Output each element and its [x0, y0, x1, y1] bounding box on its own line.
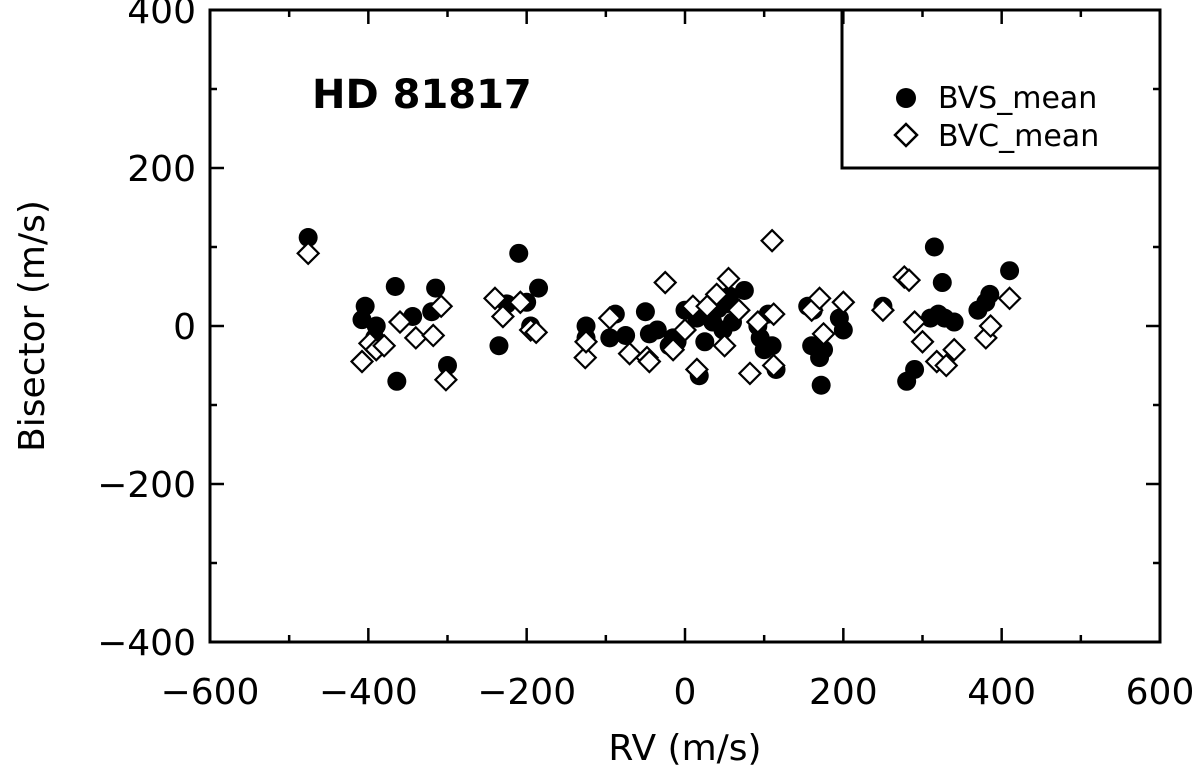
data-point-bvc-mean — [661, 337, 686, 362]
data-point-bvc-mean — [761, 302, 786, 327]
y-tick-label: −400 — [97, 623, 196, 664]
data-point-bvs-mean — [1000, 261, 1020, 281]
data-point-bvc-mean — [978, 313, 1003, 339]
data-point-bvs-mean — [695, 332, 715, 352]
x-tick-label: 0 — [674, 672, 697, 713]
data-point-bvs-mean — [355, 296, 375, 316]
y-tick-label: 400 — [127, 0, 196, 32]
tick-labels: −600 −400 −200 0 200 400 600 −400 −200 0 200 400 — [97, 0, 1194, 713]
legend-marker-bvc — [893, 122, 919, 148]
data-point-bvc-mean — [934, 353, 959, 378]
tick-marks — [208, 8, 1162, 644]
data-point-bvc-mean — [617, 341, 642, 366]
x-tick-label: 400 — [967, 672, 1036, 713]
x-tick-label: −200 — [477, 672, 576, 713]
data-point-bvc-mean — [811, 321, 836, 346]
legend-label-bvc: BVC_mean — [938, 119, 1099, 154]
data-point-bvs-mean — [635, 302, 655, 322]
data-point-bvc-mean — [597, 306, 622, 331]
data-point-bvs-mean — [762, 336, 782, 356]
data-point-bvc-mean — [704, 282, 729, 307]
data-point-bvc-mean — [672, 317, 698, 343]
x-tick-label: −400 — [319, 672, 418, 713]
data-point-bvs-mean — [814, 340, 834, 360]
x-axis-title: RV (m/s) — [608, 728, 761, 769]
legend-box — [840, 10, 1160, 170]
x-tick-label: −600 — [161, 672, 260, 713]
data-point-bvc-mean — [372, 333, 397, 358]
data-point-bvc-mean — [997, 286, 1022, 311]
data-point-bvc-mean — [349, 349, 375, 374]
data-point-bvs-mean — [385, 277, 405, 296]
data-point-bvc-mean — [490, 304, 515, 329]
data-point-bvc-mean — [745, 309, 770, 335]
data-point-bvc-mean — [910, 329, 935, 354]
data-point-bvc-mean — [573, 345, 598, 370]
data-point-bvc-mean — [653, 270, 678, 295]
data-point-bvc-mean — [573, 329, 599, 354]
data-point-bvc-mean — [761, 353, 786, 378]
data-point-bvc-mean — [684, 357, 709, 382]
star-name-annotation: HD 81817 — [312, 72, 532, 118]
series-bvs-mean — [298, 228, 1020, 395]
data-point-bvc-mean — [433, 367, 458, 392]
y-axis-title: Bisector (m/s) — [12, 200, 53, 452]
data-point-bvs-mean — [944, 312, 964, 332]
data-point-bvs-mean — [932, 273, 952, 293]
data-point-bvs-mean — [489, 336, 509, 356]
data-point-bvs-mean — [616, 325, 636, 345]
data-point-bvc-mean — [421, 323, 446, 348]
data-point-bvs-mean — [529, 278, 549, 298]
data-point-bvc-mean — [508, 290, 533, 315]
data-point-bvc-mean — [726, 298, 751, 323]
data-point-bvc-mean — [902, 309, 927, 335]
data-point-bvs-mean — [905, 359, 925, 379]
data-point-bvs-mean — [509, 243, 529, 263]
legend-label-bvs: BVS_mean — [938, 81, 1097, 116]
x-tick-label: 200 — [809, 672, 878, 713]
data-point-bvc-mean — [387, 309, 413, 335]
data-point-bvc-mean — [403, 325, 428, 350]
y-tick-label: −200 — [97, 465, 196, 506]
data-point-bvs-mean — [600, 328, 620, 348]
series-bvc-mean — [296, 228, 1022, 392]
y-tick-label: 200 — [127, 149, 196, 190]
data-point-bvs-mean — [426, 278, 446, 298]
data-point-bvc-mean — [870, 298, 895, 323]
data-point-bvs-mean — [924, 237, 944, 257]
data-point-bvc-mean — [831, 290, 856, 315]
data-point-bvc-mean — [716, 266, 741, 291]
data-point-bvc-mean — [637, 349, 662, 374]
data-point-bvc-mean — [760, 228, 785, 253]
data-point-bvc-mean — [737, 361, 762, 386]
data-point-bvc-mean — [807, 286, 832, 311]
data-point-bvs-mean — [387, 371, 407, 391]
data-point-bvc-mean — [524, 320, 549, 345]
data-point-bvs-mean — [833, 320, 853, 340]
data-point-bvs-mean — [647, 320, 667, 340]
data-point-bvs-mean — [811, 375, 831, 395]
data-point-bvc-mean — [712, 333, 737, 358]
x-tick-label: 600 — [1126, 672, 1195, 713]
data-point-bvs-mean — [298, 228, 318, 248]
data-point-bvc-mean — [482, 286, 508, 311]
data-point-bvs-mean — [366, 316, 386, 336]
y-tick-label: 0 — [173, 307, 196, 348]
data-point-bvc-mean — [942, 337, 967, 362]
data-point-bvs-mean — [980, 284, 1000, 304]
data-point-bvs-mean — [438, 356, 457, 375]
data-point-bvc-mean — [296, 241, 321, 266]
data-point-bvc-mean — [896, 268, 922, 293]
legend: BVS_mean BVC_mean — [840, 10, 1160, 170]
data-point-bvc-mean — [429, 294, 454, 319]
data-point-bvs-mean — [734, 280, 754, 300]
legend-marker-bvs — [896, 88, 916, 108]
